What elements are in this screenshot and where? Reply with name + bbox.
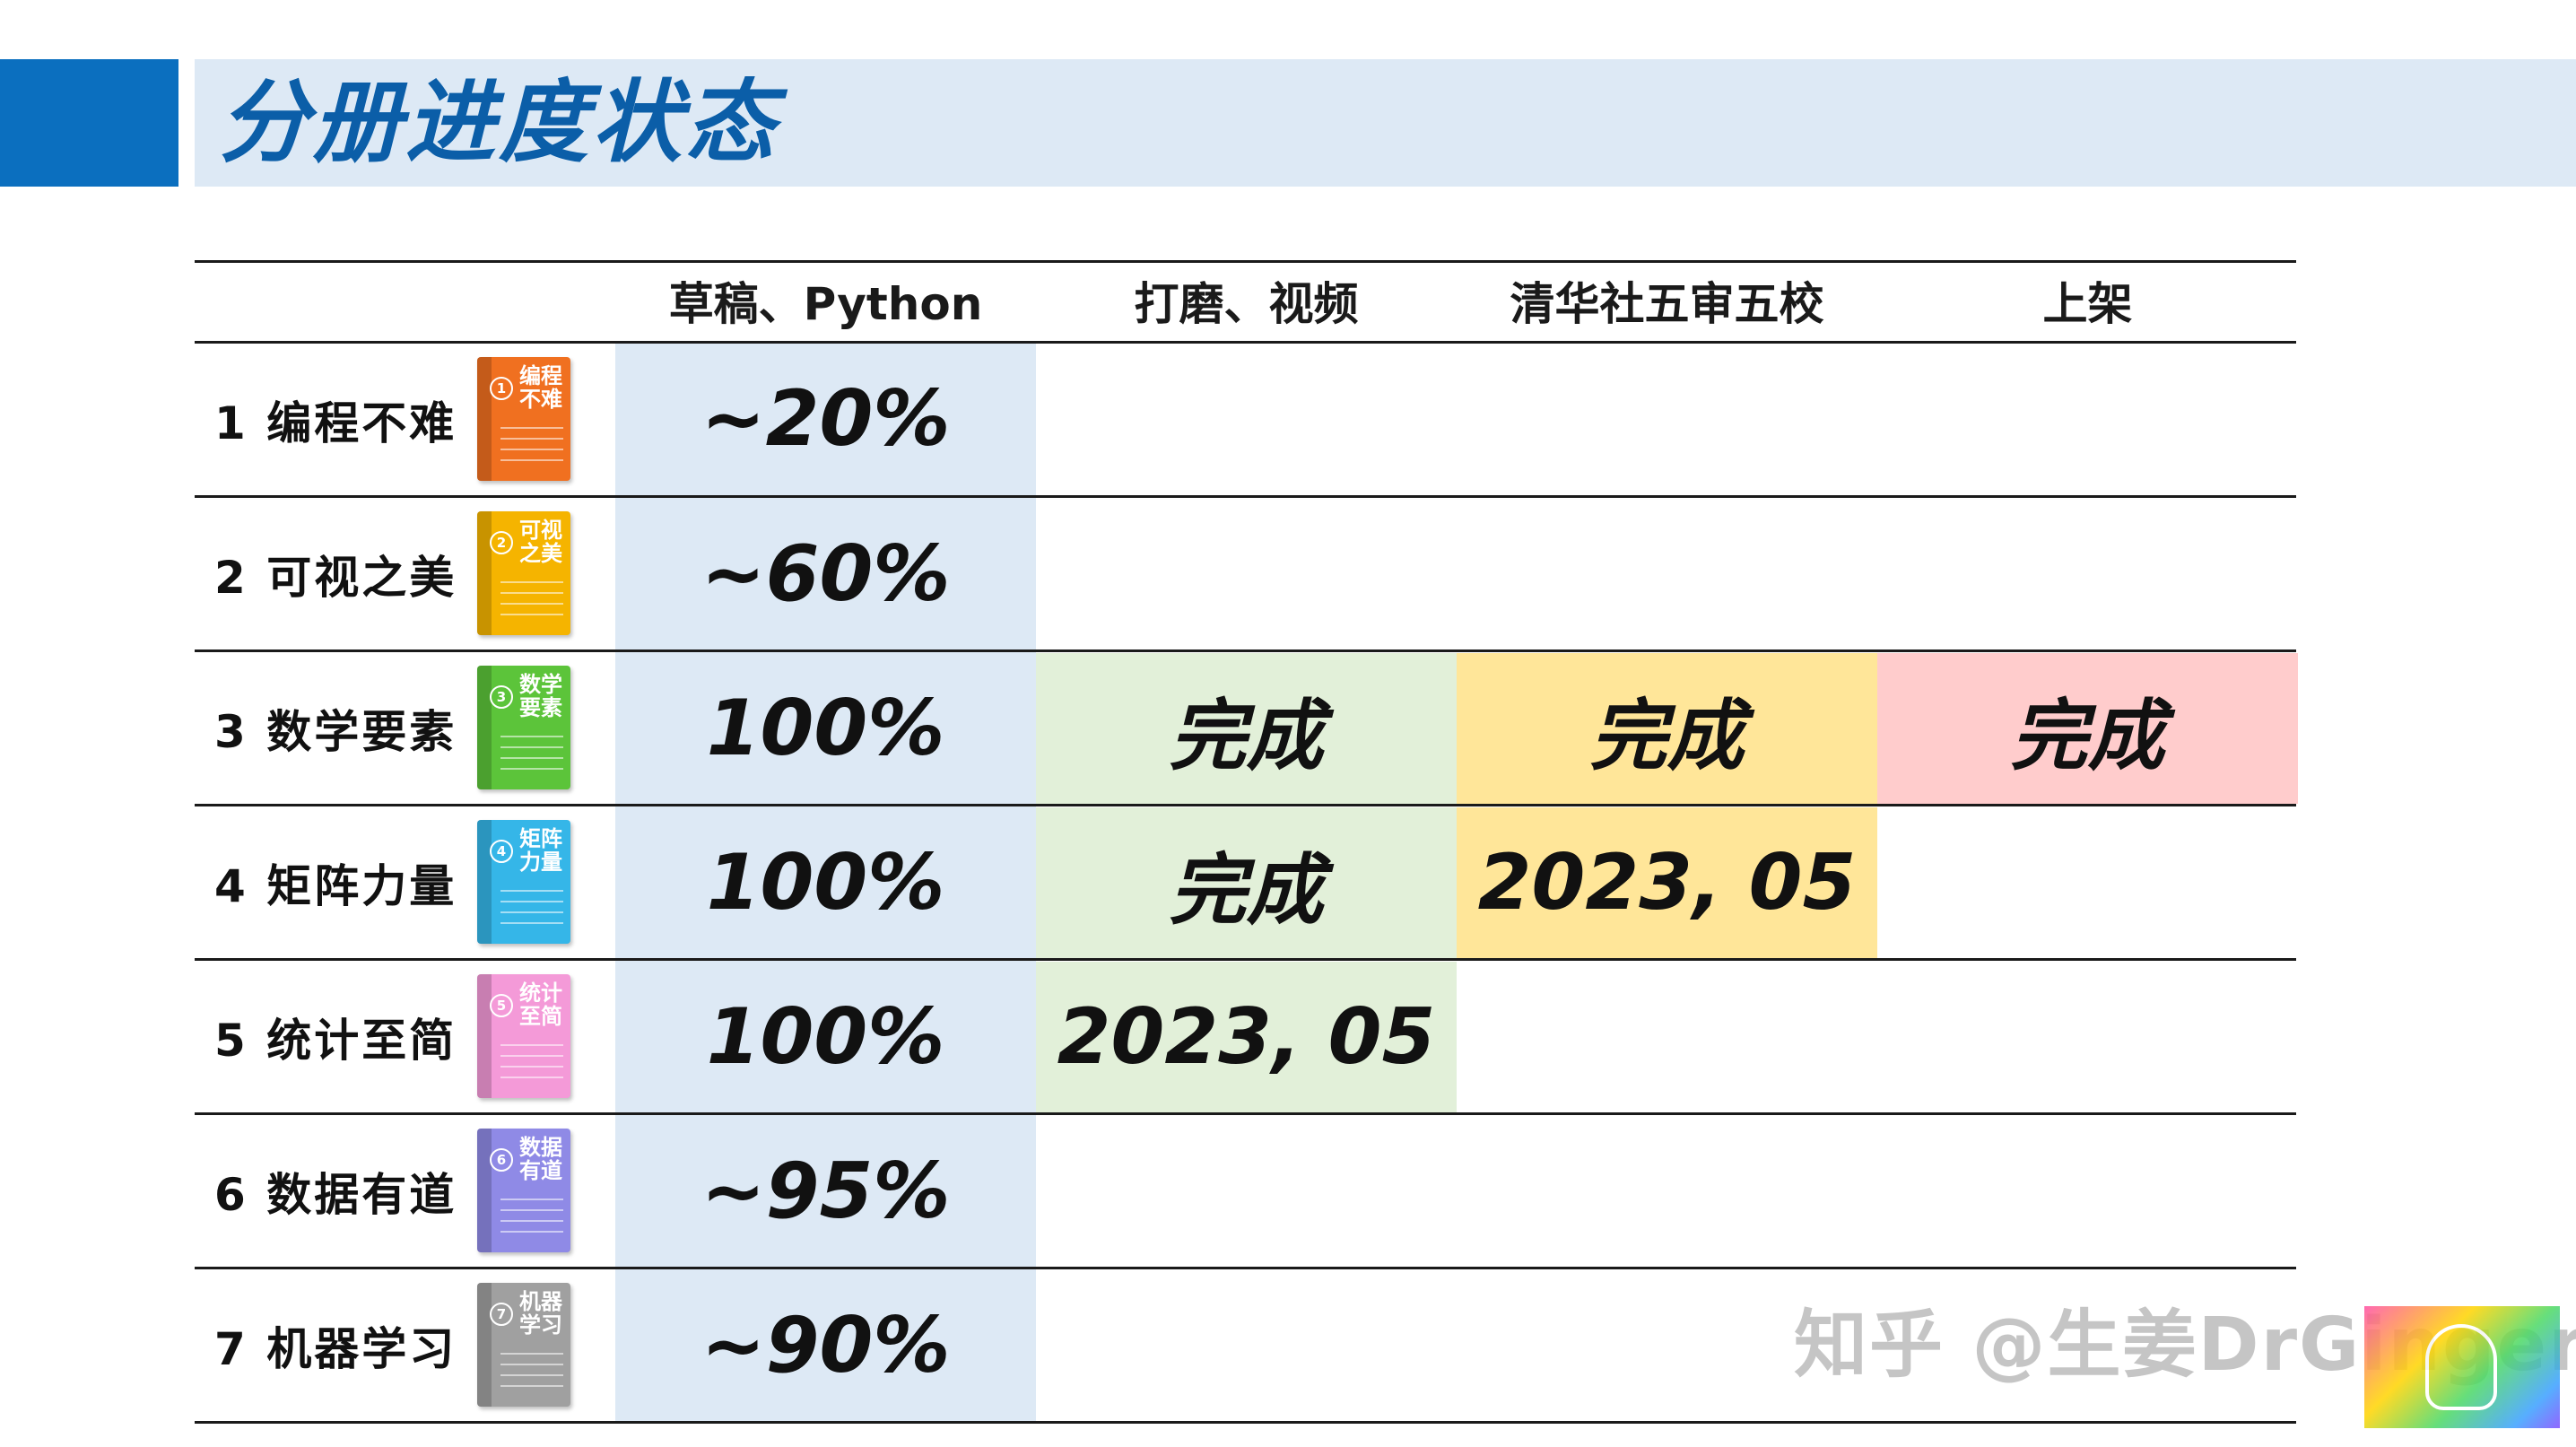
status-cell-shelf: 完成: [1877, 653, 2298, 804]
book-title: 数据有道: [519, 1135, 562, 1183]
table-rule: [195, 1112, 2296, 1115]
book-cover-icon: 3 数学要素: [477, 666, 570, 789]
book-title: 数学要素: [519, 672, 562, 720]
column-header: 清华社五审五校: [1510, 278, 1824, 330]
status-cell-shelf: [1877, 962, 2298, 1112]
table-rule: [195, 958, 2296, 961]
table-rule: [195, 495, 2296, 498]
row-label: 2 可视之美: [214, 552, 457, 604]
status-cell-review: 2023, 05: [1457, 807, 1877, 958]
status-cell-shelf: [1877, 1116, 2298, 1267]
book-cover-icon: 4 矩阵力量: [477, 820, 570, 944]
status-cell-polish: 2023, 05: [1036, 962, 1457, 1112]
book-cover-icon: 5 统计至简: [477, 974, 570, 1098]
book-number: 4: [490, 840, 513, 863]
column-header: 打磨、视频: [1134, 278, 1359, 330]
status-value: ~95%: [701, 1146, 951, 1236]
status-cell-polish: [1036, 1116, 1457, 1267]
corner-logo-icon: [2364, 1306, 2560, 1428]
status-cell-shelf: [1877, 807, 2298, 958]
status-cell-review: [1457, 1116, 1877, 1267]
status-value: ~20%: [701, 374, 951, 464]
draft-column-bg: [615, 343, 1036, 1423]
status-value: 2023, 05: [1477, 838, 1857, 928]
row-label: 4 矩阵力量: [214, 860, 457, 912]
status-cell-polish: [1036, 499, 1457, 649]
title-accent-block: [0, 59, 178, 187]
title-bar: [195, 59, 2576, 187]
book-number: 1: [490, 377, 513, 400]
status-value: 完成: [1169, 691, 1324, 781]
status-value: ~60%: [701, 529, 951, 619]
book-number: 7: [490, 1303, 513, 1326]
table-rule: [195, 1267, 2296, 1269]
book-title: 统计至简: [519, 981, 562, 1029]
status-cell-draft: 100%: [615, 807, 1036, 958]
book-cover-icon: 1 编程不难: [477, 357, 570, 481]
status-cell-shelf: [1877, 343, 2298, 495]
table-rule: [195, 1421, 2296, 1424]
status-cell-draft: 100%: [615, 962, 1036, 1112]
table-rule: [195, 341, 2296, 344]
status-value: 100%: [706, 838, 945, 928]
status-cell-draft: ~60%: [615, 499, 1036, 649]
status-value: 完成: [1589, 691, 1745, 781]
status-cell-polish: [1036, 1270, 1457, 1421]
table-rule: [195, 804, 2296, 806]
book-number: 2: [490, 531, 513, 554]
page-title: 分册进度状态: [219, 70, 779, 175]
status-value: 2023, 05: [1057, 992, 1436, 1082]
status-cell-draft: ~20%: [615, 343, 1036, 495]
column-header: 草稿、Python: [668, 278, 983, 330]
book-title: 编程不难: [519, 363, 562, 412]
book-title: 可视之美: [519, 518, 562, 566]
book-title: 矩阵力量: [519, 826, 562, 875]
status-cell-review: [1457, 499, 1877, 649]
status-cell-draft: ~90%: [615, 1270, 1036, 1421]
book-number: 6: [490, 1148, 513, 1172]
row-label: 6 数据有道: [214, 1169, 457, 1221]
status-cell-polish: 完成: [1036, 653, 1457, 804]
book-cover-icon: 7 机器学习: [477, 1283, 570, 1407]
status-value: 100%: [706, 992, 945, 1082]
table-rule: [195, 649, 2296, 652]
book-cover-icon: 2 可视之美: [477, 511, 570, 635]
row-label: 7 机器学习: [214, 1323, 457, 1375]
status-cell-review: [1457, 343, 1877, 495]
row-label: 1 编程不难: [214, 397, 457, 449]
table-rule: [195, 260, 2296, 263]
row-label: 5 统计至简: [214, 1015, 457, 1067]
book-number: 5: [490, 994, 513, 1017]
status-cell-polish: [1036, 343, 1457, 495]
status-cell-review: [1457, 962, 1877, 1112]
status-cell-draft: ~95%: [615, 1116, 1036, 1267]
status-cell-shelf: [1877, 499, 2298, 649]
column-header: 上架: [2042, 278, 2133, 330]
status-value: 完成: [1169, 845, 1324, 936]
book-number: 3: [490, 685, 513, 709]
status-cell-review: 完成: [1457, 653, 1877, 804]
book-title: 机器学习: [519, 1289, 562, 1338]
status-cell-draft: 100%: [615, 653, 1036, 804]
status-cell-polish: 完成: [1036, 807, 1457, 958]
row-label: 3 数学要素: [214, 706, 457, 758]
book-cover-icon: 6 数据有道: [477, 1129, 570, 1252]
status-value: ~90%: [701, 1301, 951, 1390]
status-value: 完成: [2010, 691, 2165, 781]
status-value: 100%: [706, 684, 945, 773]
